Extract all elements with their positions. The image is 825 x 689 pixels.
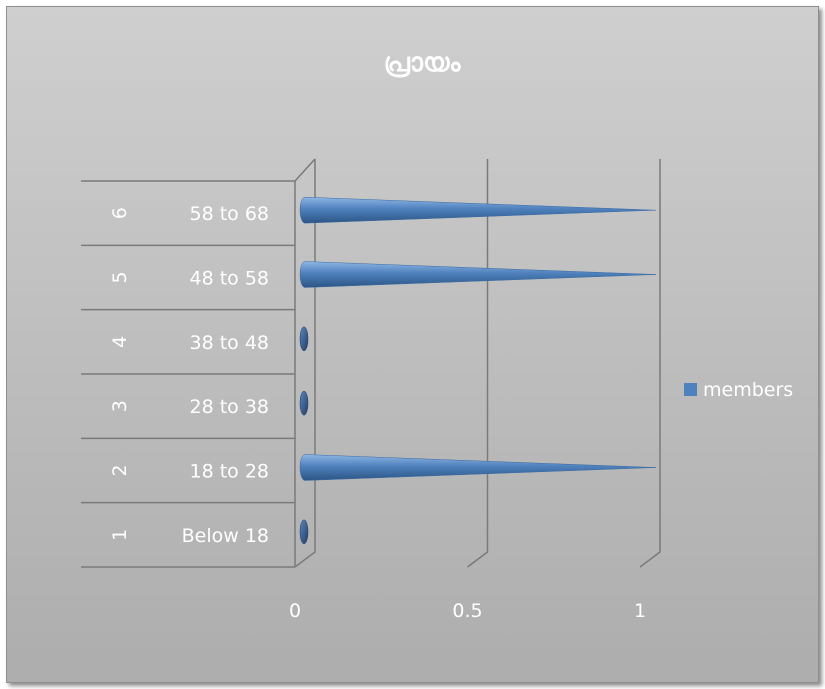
chart-title: പ്രായം [384, 48, 462, 78]
value-axis: 0 0.5 1 [289, 600, 646, 622]
category-outer-label: 1 [109, 529, 131, 541]
cone-bar-zero [299, 519, 309, 545]
category-label: Below 18 [182, 525, 269, 547]
category-label: 48 to 58 [189, 268, 269, 290]
category-outer-label: 6 [109, 207, 131, 219]
legend-swatch [684, 383, 697, 396]
cone-bar-zero [299, 326, 309, 352]
legend: members [684, 379, 793, 401]
category-axis: 1 Below 18 2 18 to 28 3 28 to 38 4 38 to 48 5 48 … [81, 180, 295, 568]
chart-area: പ്രായം 1 Below 18 2 18 to 28 3 28 to 38 4 38 to… [6, 6, 819, 683]
gridline-x [294, 159, 316, 568]
x-tick-label: 1 [634, 600, 646, 622]
cone-bar [299, 261, 657, 288]
x-tick-label: 0 [289, 600, 301, 622]
gridline-x [639, 159, 661, 568]
gridline-x [467, 159, 489, 568]
cone-bar [299, 196, 657, 224]
bars [299, 196, 657, 545]
legend-label: members [703, 379, 793, 401]
category-label: 28 to 38 [189, 396, 269, 418]
category-outer-label: 5 [109, 271, 131, 283]
cone-bar-zero [299, 390, 309, 416]
cone-bar [299, 454, 657, 481]
x-tick-label: 0.5 [452, 600, 482, 622]
category-outer-label: 2 [109, 464, 131, 476]
chart-svg: പ്രായം 1 Below 18 2 18 to 28 3 28 to 38 4 38 to… [81, 48, 793, 622]
axis-depth-line [294, 158, 316, 182]
category-label: 58 to 68 [189, 203, 269, 225]
category-label: 38 to 48 [189, 332, 269, 354]
category-outer-label: 4 [109, 336, 131, 348]
category-label: 18 to 28 [189, 461, 269, 483]
category-outer-label: 3 [109, 400, 131, 412]
